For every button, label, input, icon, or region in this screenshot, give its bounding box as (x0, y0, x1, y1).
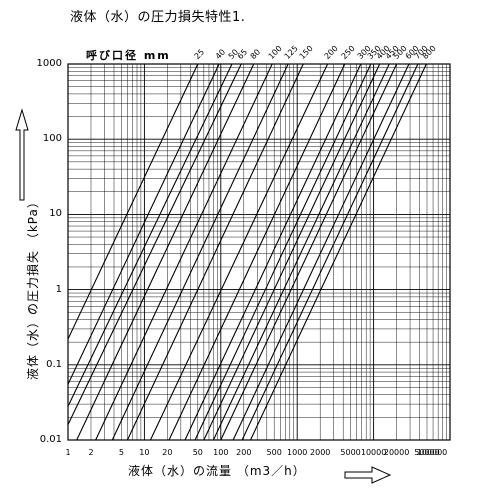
y-tick-label: 0.01 (39, 434, 62, 445)
series-line-250 (168, 63, 346, 441)
x-tick-label: 1000 (287, 448, 308, 457)
series-line-350 (194, 63, 372, 441)
series-line-700 (241, 63, 419, 441)
series-line-40 (67, 63, 220, 385)
chart-title: 液体（水）の圧力損失特性1. (70, 10, 246, 25)
x-tick-label: 5000 (340, 448, 361, 457)
x-tick-label: 2000 (310, 448, 331, 457)
x-tick-label: 10000 (360, 448, 387, 457)
x-tick-label: 500 (266, 448, 282, 457)
series-line-65 (67, 63, 242, 425)
y-tick-label: 0.1 (46, 358, 62, 370)
x-tick-label: 100 (213, 448, 229, 457)
x-axis-label: 液体（水）の流量 （m3／h） (128, 464, 306, 478)
series-line-300 (184, 63, 362, 441)
x-tick-label: 200 (236, 448, 252, 457)
x-tick-label: 2 (88, 448, 94, 457)
x-tick-label: 5 (118, 448, 124, 457)
x-tick-label: 20000 (383, 448, 410, 457)
y-tick-label: 10 (49, 208, 62, 220)
series-line-400 (203, 63, 381, 441)
x-axis-arrow-icon (344, 466, 392, 484)
series-line-450 (212, 63, 390, 441)
series-line-50 (67, 63, 233, 407)
nominal-diameter-label: 呼び口径 mm (86, 49, 171, 62)
series-line-600 (232, 63, 410, 441)
x-tick-label: 10 (139, 448, 150, 457)
series-line-100 (95, 63, 273, 441)
series-line-80 (76, 63, 255, 441)
series-line-25 (67, 63, 199, 340)
series-line-125 (111, 63, 289, 441)
x-tick-label: 50000 (414, 448, 440, 457)
series-line-200 (149, 63, 329, 441)
series-line-150 (126, 63, 304, 441)
y-tick-label: 1000 (36, 58, 62, 69)
y-axis-label: 液体（水）の圧力損失 （kPa） (26, 195, 40, 380)
y-tick-label: 100 (42, 133, 62, 145)
series-line-800 (250, 63, 427, 441)
x-tick-label: 20 (162, 448, 173, 457)
x-tick-label: 50 (192, 448, 203, 457)
x-tick-label: 1 (65, 448, 71, 457)
plot-frame (67, 63, 451, 441)
x-tick-label: 100000 (416, 448, 448, 457)
series-line-500 (220, 63, 398, 441)
y-tick-label: 1 (55, 283, 62, 295)
y-axis-arrow-icon (15, 108, 29, 201)
series-lines (67, 63, 427, 441)
